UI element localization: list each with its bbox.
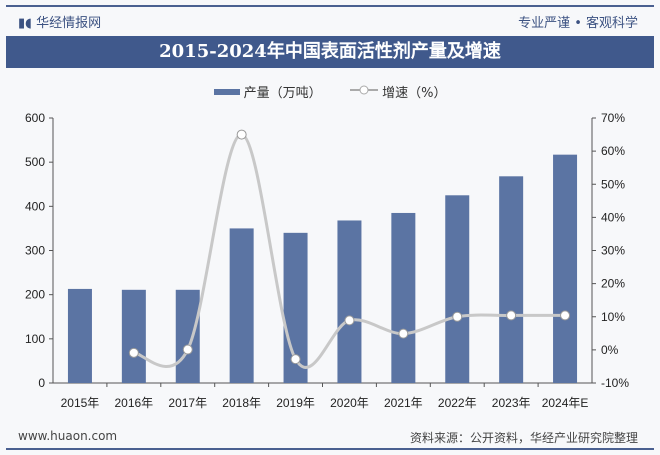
left-tick-label: 400 <box>25 199 45 213</box>
growth-point <box>182 344 193 355</box>
x-tick-label: 2016年 <box>114 396 153 410</box>
growth-point <box>560 310 571 321</box>
x-tick-label: 2023年 <box>492 396 531 410</box>
x-tick-label: 2018年 <box>222 396 261 410</box>
growth-line <box>133 133 566 369</box>
footer-website: www.huaon.com <box>18 429 118 443</box>
right-tick-label: 60% <box>601 144 625 158</box>
x-tick-label: 2021年 <box>384 396 423 410</box>
legend-bar-label: 产量（万吨） <box>243 86 322 101</box>
left-tick-label: 300 <box>25 244 45 258</box>
right-tick-label: 0% <box>601 343 619 357</box>
x-tick-label: 2017年 <box>168 396 207 410</box>
growth-point <box>236 129 247 140</box>
legend-line-swatch <box>349 85 378 95</box>
growth-point <box>398 328 409 339</box>
growth-point <box>290 354 301 365</box>
growth-point <box>344 315 355 326</box>
brand-name: 华经情报网 <box>36 16 102 31</box>
legend-bar-swatch <box>213 88 240 95</box>
bar-2017年 <box>175 289 200 383</box>
x-tick-label: 2024年E <box>542 396 589 410</box>
x-tick-label: 2020年 <box>330 396 369 410</box>
left-tick-label: 500 <box>25 155 45 169</box>
footer-source: 资料来源：公开资料，华经产业研究院整理 <box>409 431 638 445</box>
bar-2015年 <box>67 288 92 383</box>
bottom-divider <box>6 448 654 450</box>
right-tick-label: 40% <box>601 210 625 224</box>
left-tick-label: 600 <box>25 111 45 125</box>
x-tick-label: 2019年 <box>276 396 315 410</box>
brand-logo: ▮◖ 华经情报网 <box>18 16 102 31</box>
x-tick-label: 2022年 <box>438 396 477 410</box>
left-tick-label: 0 <box>38 376 45 390</box>
right-tick-label: -10% <box>601 376 629 390</box>
legend: 产量（万吨） 增速（%） <box>0 82 660 101</box>
bar-2021年 <box>391 212 416 383</box>
slogan: 专业严谨 • 客观科学 <box>518 16 638 31</box>
right-tick-label: 10% <box>601 310 625 324</box>
bar-2022年 <box>445 195 470 383</box>
bar-2024年E <box>553 154 578 383</box>
bar-2023年 <box>499 176 524 383</box>
legend-line-label: 增速（%） <box>382 86 447 101</box>
right-tick-label: 70% <box>601 111 625 125</box>
right-tick-label: 50% <box>601 177 625 191</box>
top-divider <box>6 5 654 7</box>
x-tick-label: 2015年 <box>61 396 100 410</box>
bar-2018年 <box>229 228 254 383</box>
chart-title: 2015-2024年中国表面活性剂产量及增速 <box>6 36 654 68</box>
bar-2020年 <box>337 220 362 383</box>
growth-point <box>452 311 463 322</box>
growth-point <box>128 347 139 358</box>
right-tick-label: 30% <box>601 244 625 258</box>
right-tick-label: 20% <box>601 277 625 291</box>
left-tick-label: 100 <box>25 332 45 346</box>
growth-point <box>506 310 517 321</box>
left-tick-label: 200 <box>25 288 45 302</box>
bar-2016年 <box>121 289 146 383</box>
